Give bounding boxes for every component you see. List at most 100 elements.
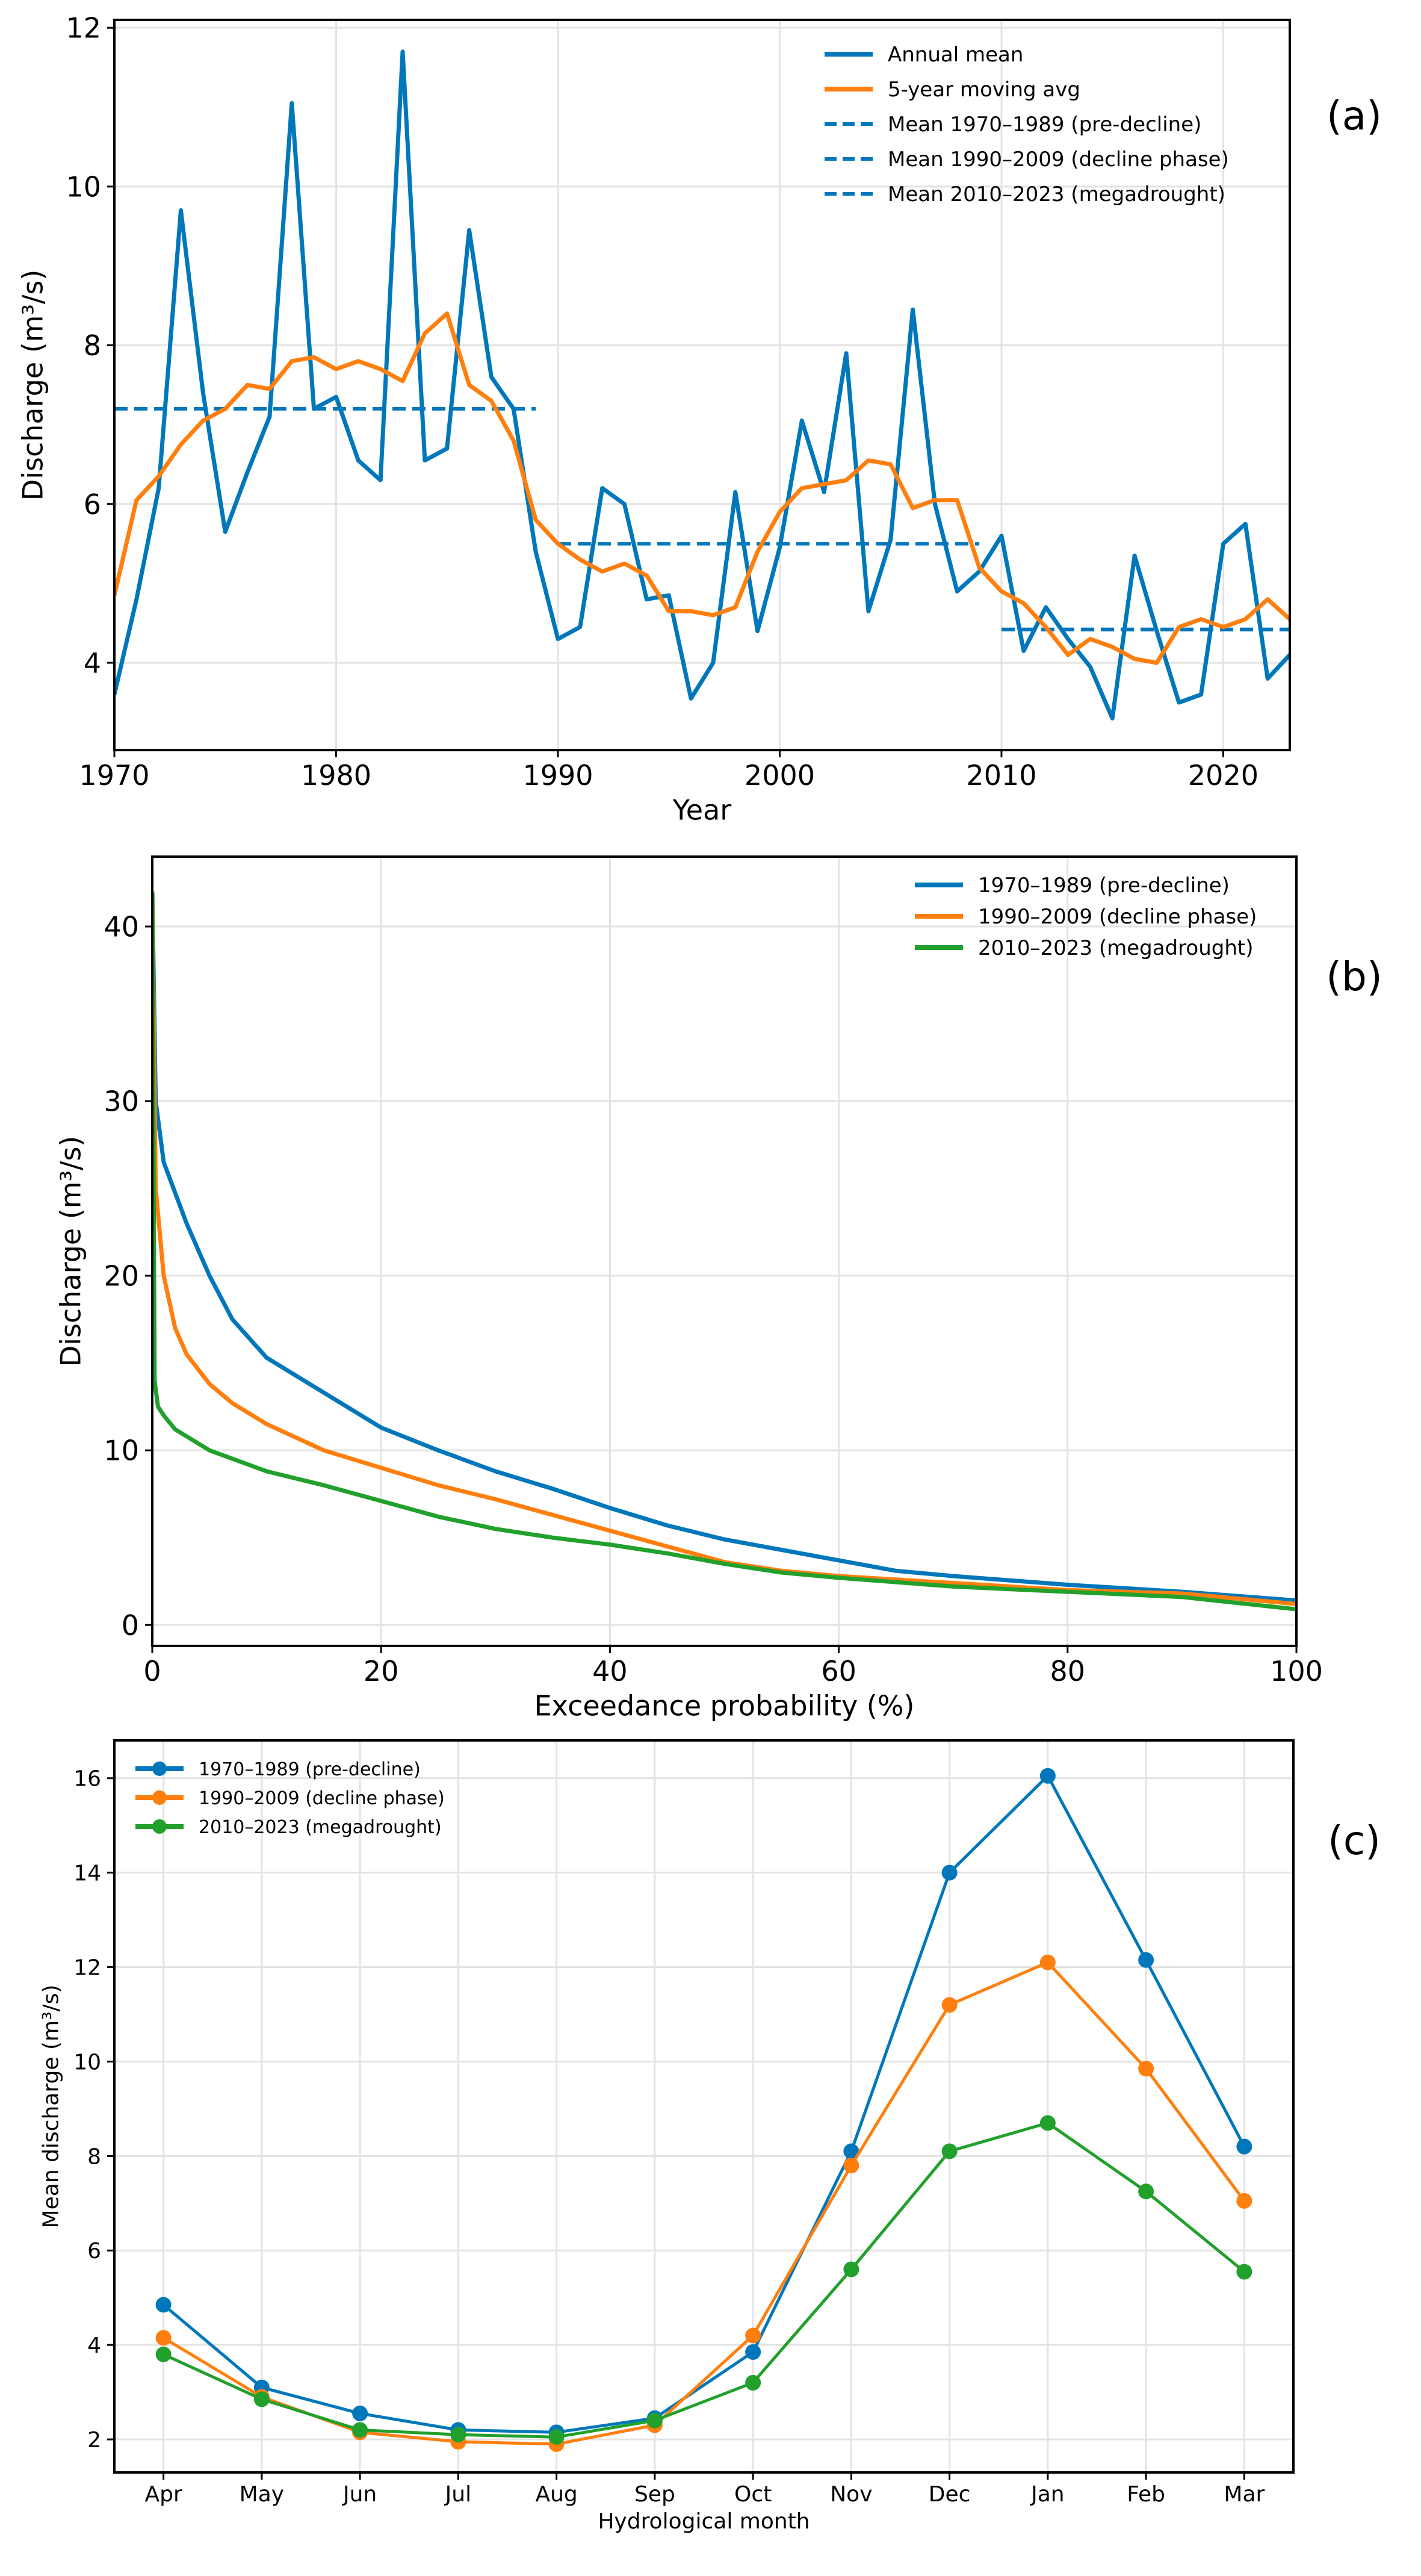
data-point	[548, 2429, 565, 2445]
data-point	[1236, 2193, 1252, 2209]
data-point	[745, 2374, 761, 2391]
x-tick-label: Jan	[1030, 2482, 1065, 2507]
plot-area	[155, 1768, 1252, 2452]
y-tick-label: 10	[66, 170, 101, 203]
data-point	[1039, 1768, 1056, 1784]
x-tick-label: Feb	[1127, 2482, 1165, 2507]
y-tick-label: 0	[122, 1609, 139, 1642]
y-tick-label: 8	[84, 329, 101, 362]
data-point	[941, 2143, 958, 2159]
plot-area	[152, 891, 1296, 1612]
legend-label: 1970–1989 (pre-decline)	[199, 1759, 421, 1780]
series-line-1	[163, 1961, 1246, 2446]
x-tick-label: Oct	[734, 2482, 772, 2507]
legend-marker	[152, 1761, 167, 1776]
data-point	[745, 2327, 761, 2344]
y-tick-label: 6	[87, 2239, 101, 2264]
y-tick-label: 16	[73, 1767, 101, 1792]
x-axis-label: Year	[672, 794, 731, 827]
x-tick-label: Sep	[634, 2482, 675, 2507]
x-tick-label: 2010	[966, 759, 1036, 792]
data-point	[1039, 1954, 1056, 1970]
x-tick-label: 1980	[301, 759, 371, 792]
data-point	[1236, 2264, 1252, 2280]
data-point	[646, 2412, 663, 2429]
series-line-0	[162, 1774, 1246, 2434]
x-tick-label: 40	[592, 1655, 628, 1687]
data-point	[843, 2261, 859, 2277]
y-axis-label: Discharge (m³/s)	[54, 1136, 87, 1367]
axes-frame	[113, 19, 1291, 751]
x-axis-label: Hydrological month	[598, 2509, 810, 2534]
data-point	[253, 2391, 270, 2407]
legend-label: 1990–2009 (decline phase)	[978, 905, 1257, 929]
x-tick-label: May	[240, 2482, 284, 2507]
data-point	[352, 2405, 368, 2421]
y-tick-label: 4	[84, 647, 101, 680]
panel-label: (c)	[1328, 1817, 1381, 1864]
legend: 1970–1989 (pre-decline) 1990–2009 (declin…	[135, 1759, 445, 1838]
legend-label: Mean 1970–1989 (pre-decline)	[888, 113, 1201, 137]
y-tick-label: 2	[87, 2428, 101, 2453]
y-tick-label: 40	[104, 911, 139, 943]
data-point	[1039, 2115, 1056, 2131]
data-point	[1138, 1952, 1154, 1968]
x-tick-label: 1990	[522, 759, 593, 792]
x-tick-label: 0	[143, 1655, 161, 1687]
y-tick-label: 10	[104, 1435, 139, 1467]
panel-c: Apr May Jun Jul Aug Sep Oct Nov Dec Jan Feb Mar 2 4 6 8…	[39, 1739, 1381, 2534]
legend-label: 2010–2023 (megadrought)	[199, 1817, 442, 1838]
legend-label: 2010–2023 (megadrought)	[978, 936, 1253, 960]
x-tick-label: 1970	[79, 759, 149, 792]
x-tick-label: 2020	[1188, 759, 1258, 792]
x-axis-label: Exceedance probability (%)	[534, 1690, 915, 1722]
y-tick-label: 20	[104, 1260, 139, 1293]
y-axis-label: Discharge (m³/s)	[16, 270, 49, 501]
data-point	[1236, 2138, 1252, 2155]
data-point	[352, 2422, 368, 2438]
series-line-2	[152, 891, 1296, 1612]
x-tick-label: 20	[364, 1655, 399, 1687]
data-point	[155, 2346, 172, 2362]
plot-area	[114, 49, 1290, 721]
axes-frame	[113, 1739, 1295, 2474]
y-tick-label: 6	[84, 488, 101, 521]
legend: Annual mean 5-year moving avg Mean 1970–19…	[825, 43, 1229, 206]
x-tick-label: 2000	[745, 759, 815, 792]
y-tick-label: 12	[66, 12, 101, 45]
data-point	[745, 2344, 761, 2360]
legend-label: 5-year moving avg	[888, 78, 1080, 102]
panel-a: 1970 1980 1990 2000 2010 2020 4 6 8 10 12 Year Disch…	[16, 12, 1382, 827]
x-tick-label: 100	[1270, 1655, 1323, 1687]
y-tick-label: 10	[73, 2050, 101, 2075]
x-tick-label: 80	[1050, 1655, 1086, 1687]
data-point	[155, 2330, 172, 2346]
x-tick-label: Dec	[929, 2482, 971, 2507]
panel-label: (b)	[1326, 954, 1382, 1000]
y-tick-label: 4	[87, 2333, 101, 2358]
data-point	[1138, 2061, 1154, 2077]
y-tick-label: 12	[73, 1956, 101, 1981]
series-line-1	[114, 311, 1290, 665]
data-point	[450, 2427, 466, 2443]
legend-label: Mean 1990–2009 (decline phase)	[888, 147, 1229, 172]
series-line-2	[163, 2121, 1245, 2439]
data-point	[155, 2297, 172, 2313]
legend-marker	[152, 1819, 167, 1834]
data-point	[1138, 2183, 1154, 2200]
x-tick-label: Jun	[342, 2482, 377, 2507]
x-tick-label: Apr	[144, 2482, 182, 2507]
legend-label: 1990–2009 (decline phase)	[199, 1788, 445, 1809]
y-tick-label: 30	[104, 1085, 139, 1118]
legend-label: Mean 2010–2023 (megadrought)	[888, 182, 1225, 206]
panel-label: (a)	[1327, 93, 1382, 139]
x-tick-label: 60	[821, 1655, 856, 1687]
axes-frame	[151, 855, 1298, 1647]
y-axis-label: Mean discharge (m³/s)	[39, 1985, 63, 2229]
x-tick-label: Aug	[535, 2482, 577, 2507]
series-line-1	[152, 891, 1296, 1606]
legend-label: Annual mean	[888, 43, 1023, 67]
data-point	[843, 2143, 859, 2159]
